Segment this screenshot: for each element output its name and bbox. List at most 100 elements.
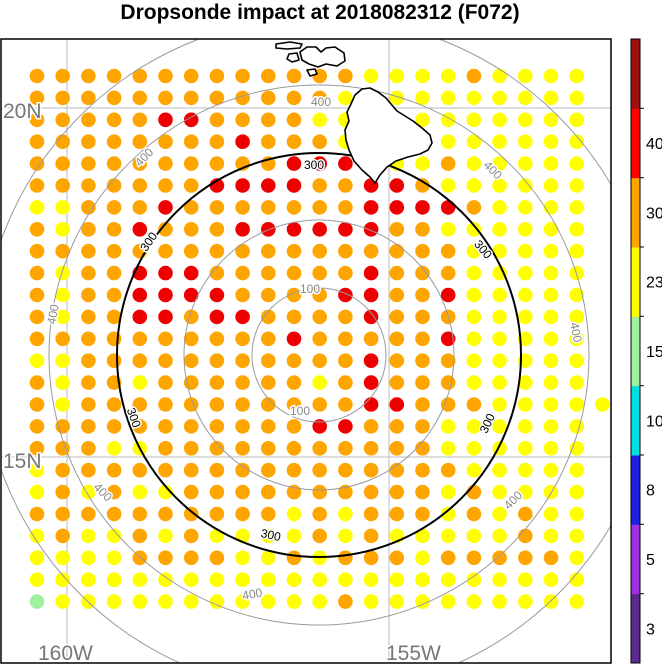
impact-dot [518,134,533,149]
impact-dot [286,550,302,566]
impact-dot [81,441,96,456]
impact-dot [312,265,328,281]
impact-dot [466,441,482,456]
impact-dot [29,112,45,128]
ring-label-300-bottom: 300 [260,526,283,544]
impact-dot [106,222,122,237]
impact-dot [389,309,405,325]
impact-dot [518,178,533,193]
impact-dot [55,419,70,434]
impact-dot [29,528,45,544]
impact-dot [132,397,148,412]
impact-dot [261,550,276,566]
impact-dot [158,90,173,106]
impact-dot [81,222,96,237]
impact-dot [106,506,122,522]
map-area: 100 100 400 400 400 400 400 400 400 400 … [1,39,611,663]
coastline [275,41,433,184]
impact-dot [261,419,276,434]
impact-dot [261,375,276,390]
impact-dot [363,528,379,544]
impact-dot [183,287,199,303]
impact-dot [466,90,482,106]
impact-dot [569,222,584,237]
impact-dot [235,200,250,215]
impact-dot [440,506,456,522]
impact-dot [81,112,96,128]
impact-dot [466,375,482,390]
impact-dot [209,484,225,500]
impact-dot [81,90,96,106]
impact-dot [132,90,148,106]
impact-dot [492,90,507,106]
impact-dot [466,134,482,149]
impact-dot [261,441,276,456]
impact-dot [440,134,456,149]
impact-dot [286,441,302,456]
impact-dot [183,90,199,106]
impact-dot [440,243,456,259]
impact-dot [466,309,482,325]
impact-dot [183,222,199,237]
impact-dot [55,397,70,412]
impact-dot [389,331,405,347]
impact-dot [440,90,456,106]
kahoolawe [306,68,318,77]
impact-dot [312,243,328,259]
impact-dot [492,112,507,128]
impact-dot [518,484,533,500]
impact-dot [312,309,328,325]
impact-dot [132,222,148,237]
impact-dot [106,178,122,193]
impact-dot [106,462,122,478]
impact-dot [209,397,225,412]
impact-dot [440,528,456,544]
impact-dot [312,375,328,390]
impact-dot [183,572,199,587]
impact-dot [389,68,405,84]
impact-dot [312,572,328,587]
impact-dot [209,331,225,347]
impact-dot [158,462,173,478]
impact-dot [415,375,430,390]
impact-dot [158,112,173,128]
impact-dot [286,353,302,369]
impact-dot [389,265,405,281]
impact-dot [415,353,430,369]
impact-dot [466,419,482,434]
impact-dot [312,397,328,412]
impact-dot [543,90,559,106]
impact-dot [518,397,533,412]
impact-dot [132,331,148,347]
impact-dot [29,484,45,500]
impact-dot [518,243,533,259]
impact-dot [518,200,533,215]
chart-title: Dropsonde impact at 2018082312 (F072) [120,1,520,24]
impact-dot [389,594,405,609]
impact-dot [55,441,70,456]
impact-dot [158,550,173,566]
impact-dot [338,287,353,303]
impact-dot [55,572,70,587]
impact-dot [81,375,96,390]
impact-dot [415,594,430,609]
impact-dot [106,353,122,369]
impact-dot [518,506,533,522]
impact-dot [338,222,353,237]
impact-dot [235,506,250,522]
colorbar-tick-label: 5 [646,552,655,569]
impact-dot [363,331,379,347]
impact-dot [543,243,559,259]
impact-dot [569,397,584,412]
impact-dot [338,462,353,478]
impact-dot [466,287,482,303]
impact-dot [81,309,96,325]
impact-dot [29,156,45,171]
impact-dot [106,572,122,587]
impact-dot [363,68,379,84]
colorbar-segment [631,385,640,456]
impact-dot [543,331,559,347]
impact-dot [569,572,584,587]
impact-dot [363,353,379,369]
colorbar-border [630,38,641,664]
